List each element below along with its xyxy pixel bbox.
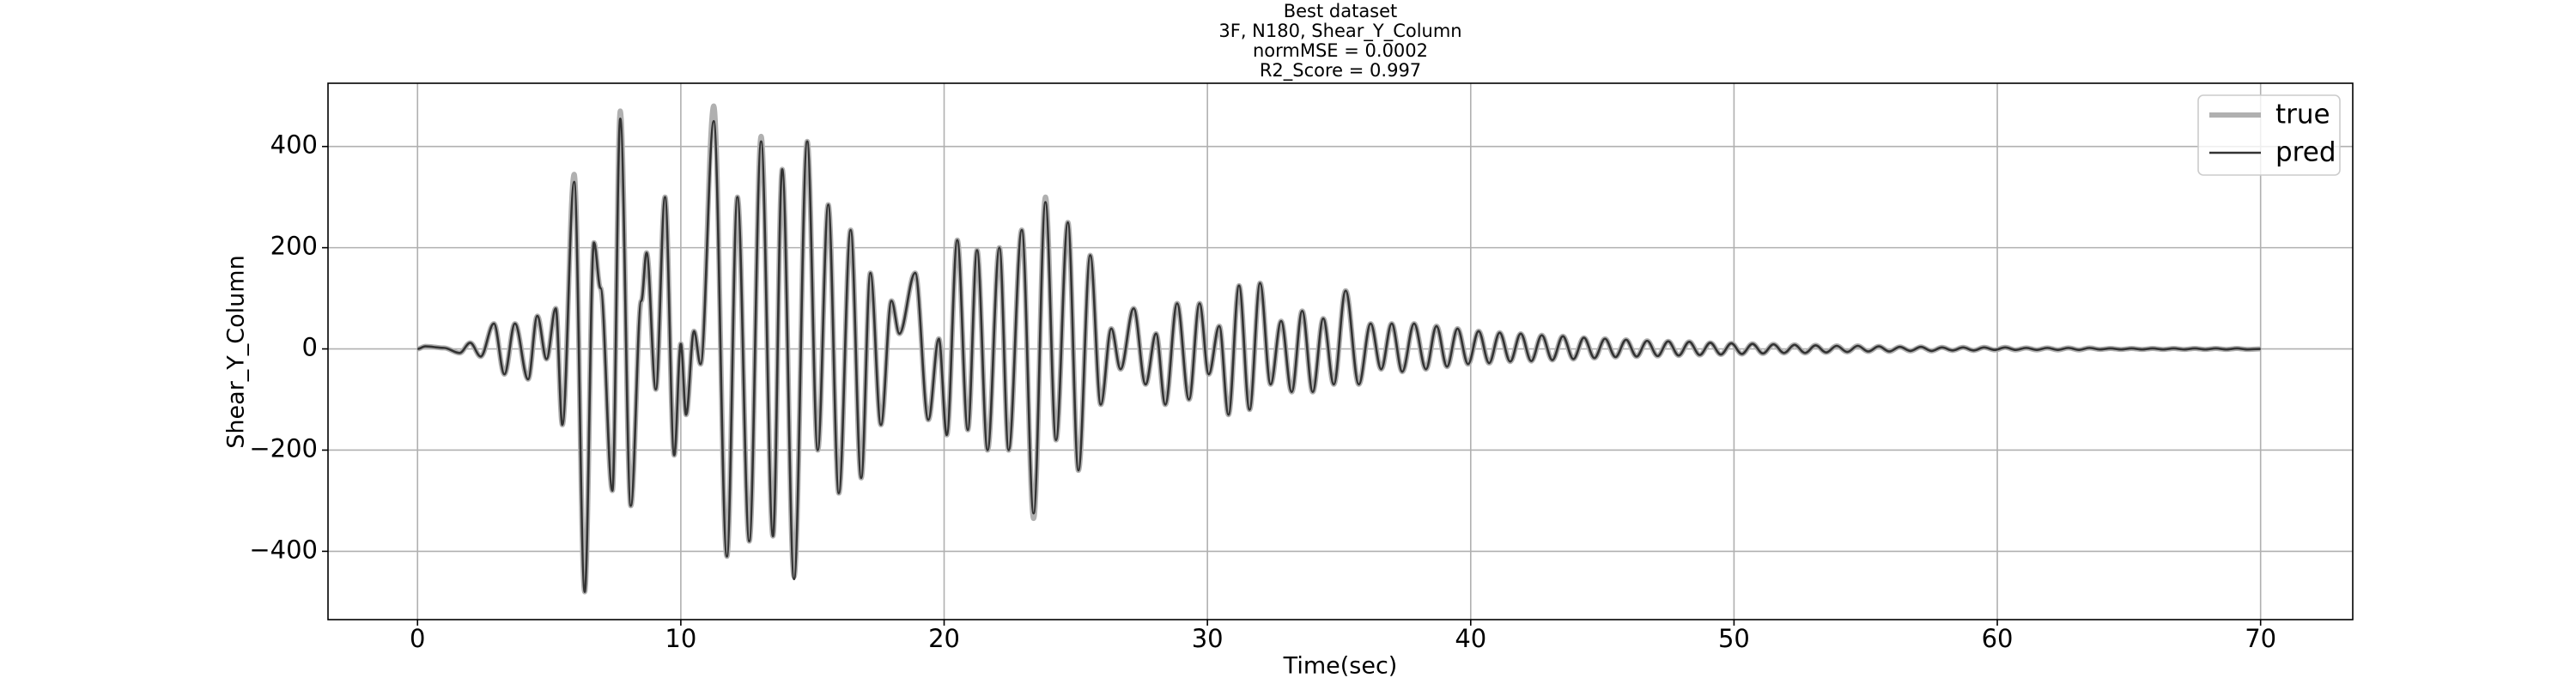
x-tick-label: 10: [665, 624, 696, 653]
chart-subtitle: R2_Score = 0.997: [1260, 60, 1421, 82]
x-tick-label: 50: [1718, 624, 1750, 653]
x-tick-label: 40: [1455, 624, 1486, 653]
y-tick-label: −400: [249, 535, 318, 564]
line-series: [417, 117, 2261, 593]
plot-frame: [327, 82, 2354, 620]
x-axis-label: Time(sec): [1283, 653, 1398, 680]
x-tick-label: 30: [1192, 624, 1224, 653]
legend-label: pred: [2275, 137, 2336, 168]
y-tick-label: 200: [270, 232, 318, 261]
x-tick-label: 60: [1982, 624, 2014, 653]
y-axis-label: Shear_Y_Column: [223, 255, 250, 448]
chart-title: Best dataset: [1284, 1, 1398, 21]
chart-subtitle: normMSE = 0.0002: [1253, 40, 1428, 61]
y-tick-label: 400: [270, 130, 318, 160]
x-tick-label: 20: [928, 624, 960, 653]
chart-subtitle: 3F, N180, Shear_Y_Column: [1218, 21, 1461, 42]
y-tick-label: −200: [249, 433, 318, 463]
x-tick-label: 0: [410, 624, 425, 653]
legend-label: true: [2275, 100, 2330, 130]
legend: true pred: [2197, 94, 2341, 176]
y-tick-label: 0: [302, 333, 318, 362]
x-tick-label: 70: [2245, 624, 2276, 653]
